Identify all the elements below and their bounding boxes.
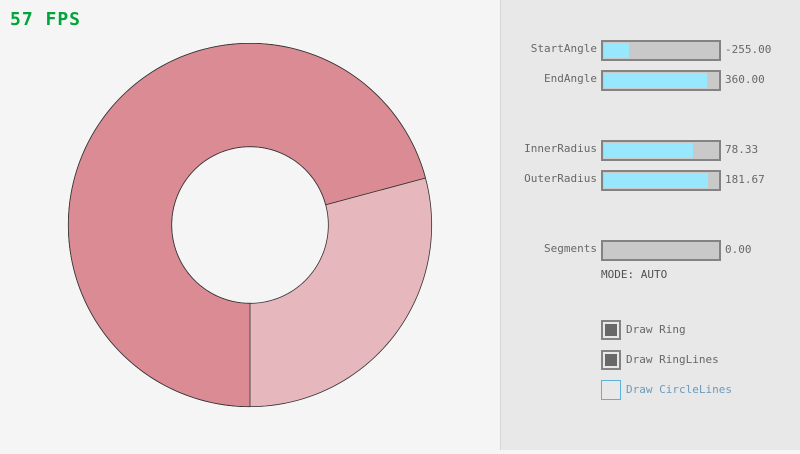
slider-label: StartAngle <box>530 42 597 55</box>
slider-inner-radius[interactable]: InnerRadius 78.33 <box>501 140 800 161</box>
slider-value: 181.67 <box>725 173 765 186</box>
slider-value: 360.00 <box>725 73 765 86</box>
slider-label: EndAngle <box>544 72 597 85</box>
slider-value: 0.00 <box>725 243 752 256</box>
checkbox-box[interactable] <box>601 380 621 400</box>
checkbox-box[interactable] <box>601 350 621 370</box>
slider-fill <box>604 43 629 58</box>
slider-track[interactable] <box>601 140 721 161</box>
slider-start-angle[interactable]: StartAngle -255.00 <box>501 40 800 61</box>
slider-fill <box>604 173 708 188</box>
checkbox-check <box>605 324 617 336</box>
checkbox-box[interactable] <box>601 320 621 340</box>
ring-drawing <box>67 42 433 408</box>
slider-fill <box>604 143 694 158</box>
slider-track[interactable] <box>601 40 721 61</box>
slider-value: 78.33 <box>725 143 759 156</box>
controls-panel: StartAngle -255.00 EndAngle 360.00 Inner… <box>500 0 800 450</box>
checkbox-label: Draw Ring <box>626 323 686 336</box>
slider-end-angle[interactable]: EndAngle 360.00 <box>501 70 800 91</box>
slider-track[interactable] <box>601 70 721 91</box>
checkbox-check <box>605 354 617 366</box>
slider-segments[interactable]: Segments 0.00 <box>501 240 800 261</box>
slider-track[interactable] <box>601 170 721 191</box>
checkbox-label: Draw RingLines <box>626 353 719 366</box>
checkbox-draw-circle-lines[interactable]: Draw CircleLines <box>601 380 800 400</box>
checkbox-draw-ring-lines[interactable]: Draw RingLines <box>601 350 800 370</box>
checkbox-draw-ring[interactable]: Draw Ring <box>601 320 800 340</box>
mode-label: MODE: AUTO <box>601 268 668 281</box>
slider-track[interactable] <box>601 240 721 261</box>
ring-layer-overlap <box>67 42 426 408</box>
slider-label: Segments <box>544 242 597 255</box>
slider-outer-radius[interactable]: OuterRadius 181.67 <box>501 170 800 191</box>
checkbox-label: Draw CircleLines <box>626 383 732 396</box>
slider-label: OuterRadius <box>524 172 597 185</box>
render-canvas <box>67 42 433 408</box>
slider-fill <box>604 73 707 88</box>
slider-value: -255.00 <box>725 43 772 56</box>
slider-label: InnerRadius <box>524 142 597 155</box>
fps-counter: 57 FPS <box>10 9 82 30</box>
